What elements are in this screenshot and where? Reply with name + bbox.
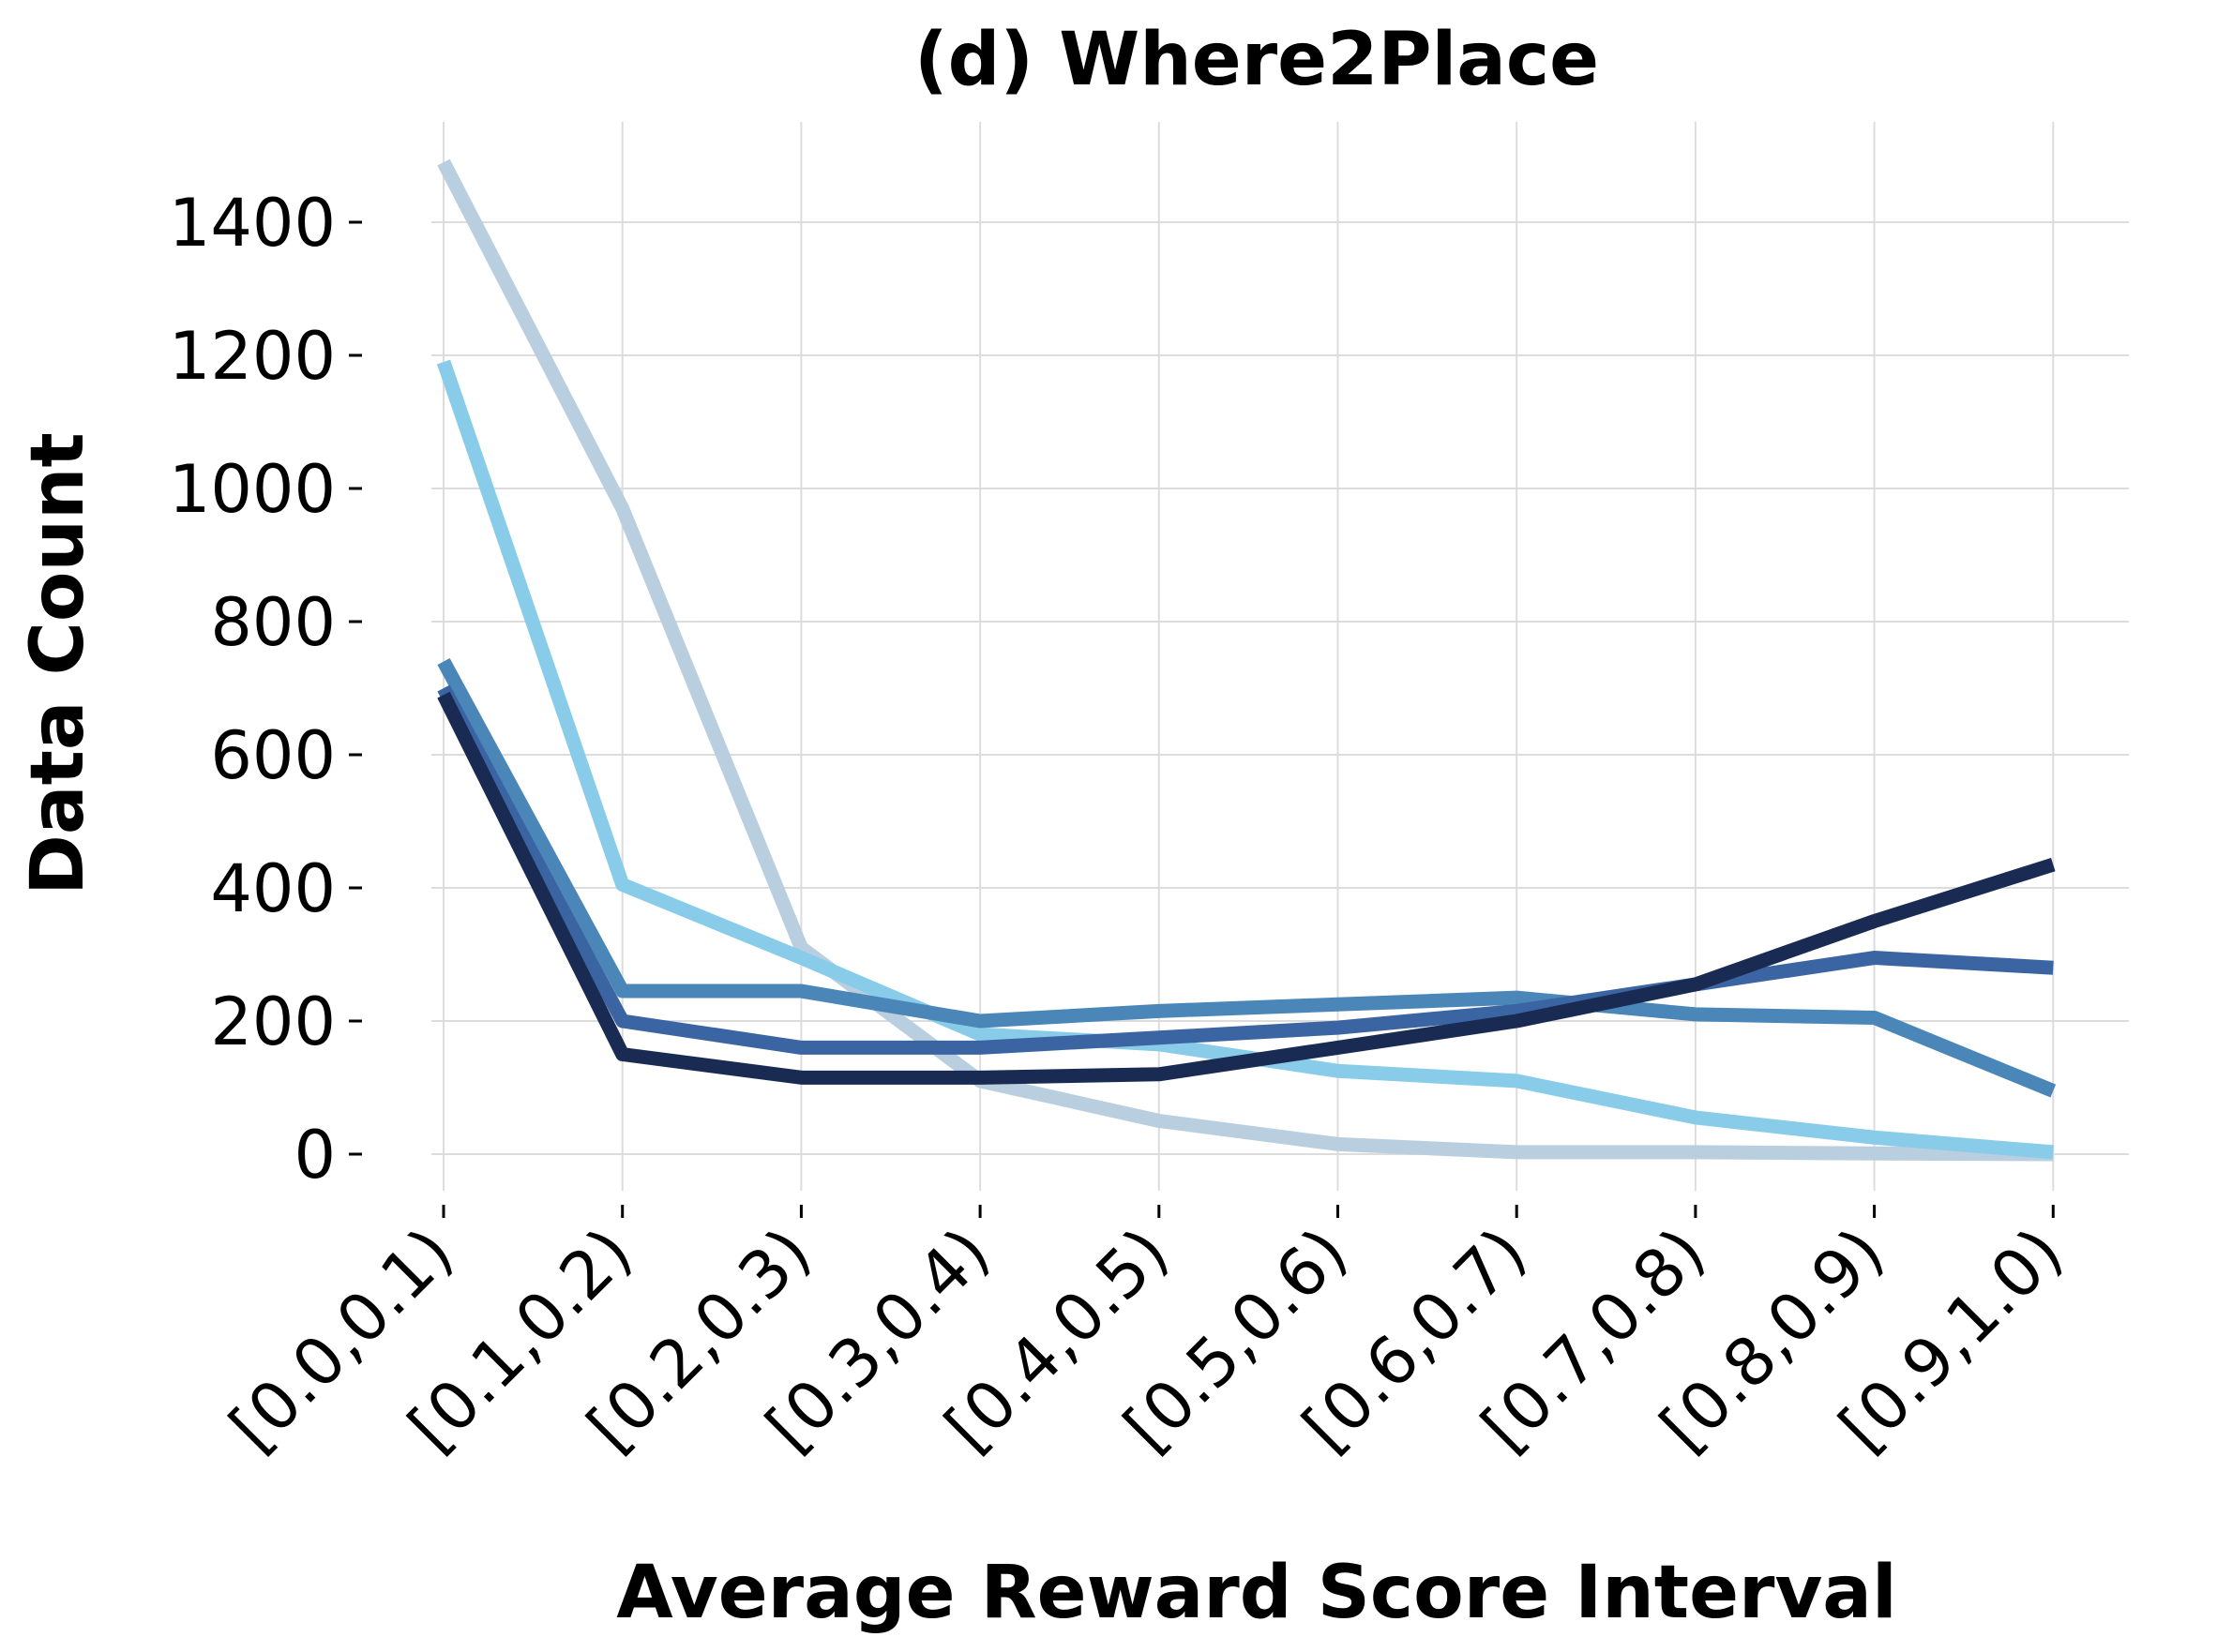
series-line-1 bbox=[437, 158, 2054, 1162]
y-tick-label: 1400 bbox=[169, 185, 336, 262]
y-tick-label: 0 bbox=[294, 1117, 336, 1194]
chart-title: (d) Where2Place bbox=[914, 18, 1599, 102]
series-line-3 bbox=[437, 658, 2057, 1098]
series-line-5 bbox=[437, 691, 2056, 1085]
x-axis: [0.0,0.1)[0.1,0.2)[0.2,0.3)[0.3,0.4)[0.4… bbox=[215, 1205, 2077, 1466]
series-line-4 bbox=[437, 684, 2054, 1055]
y-tick-label: 200 bbox=[210, 984, 336, 1060]
x-axis-label: Average Reward Score Interval bbox=[616, 1551, 1896, 1635]
grid bbox=[431, 122, 2129, 1191]
y-tick-label: 400 bbox=[210, 850, 336, 927]
y-axis: 0 200 400 600 800 1000 1200 1400 bbox=[169, 185, 362, 1194]
series-lines bbox=[436, 158, 2057, 1162]
y-tick-label: 1200 bbox=[169, 318, 336, 395]
y-tick-label: 600 bbox=[210, 717, 336, 794]
y-axis-label: Data Count bbox=[16, 432, 100, 895]
y-tick-label: 1000 bbox=[169, 451, 336, 528]
y-tick-label: 800 bbox=[210, 584, 336, 661]
